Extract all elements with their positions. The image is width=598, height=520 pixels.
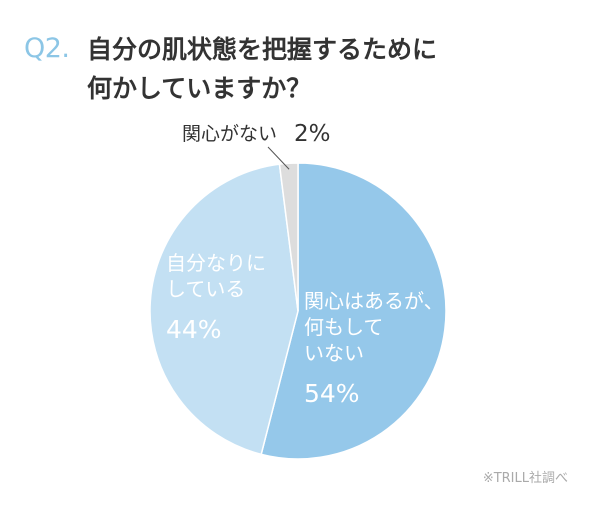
slice-label-interested-but-nothing-line-1: 関心はあるが、 xyxy=(304,289,444,313)
slice-value-not-interested: 2% xyxy=(294,121,331,147)
slice-label-interested-but-nothing-line-3: いない xyxy=(304,341,364,365)
slice-label-not-interested: 関心がない 2% xyxy=(182,121,331,147)
slice-label-doing-own-way-line-2: している xyxy=(166,277,245,301)
question-title-line-1: 自分の肌状態を把握するために xyxy=(87,35,438,64)
pie-slice-not-interested xyxy=(278,162,299,312)
pie-slice-interested-but-nothing xyxy=(260,162,447,460)
source-note: ※TRILL社調べ xyxy=(482,471,568,486)
question-title: 自分の肌状態を把握するために 何かしていますか？ xyxy=(87,30,437,108)
slice-value-interested-but-nothing: 54% xyxy=(304,379,360,408)
question-number: Q2. xyxy=(24,33,70,64)
pie-slice-doing-own-way xyxy=(149,163,299,456)
question-title-line-2: 何かしていますか？ xyxy=(87,74,312,103)
slice-label-not-interested-line-1: 関心がない xyxy=(182,123,277,145)
slice-value-doing-own-way: 44% xyxy=(166,315,222,344)
slice-label-interested-but-nothing-line-2: 何もして xyxy=(304,315,383,339)
slice-label-doing-own-way-line-1: 自分なりに xyxy=(166,251,266,275)
callout-leader-line xyxy=(267,146,290,170)
